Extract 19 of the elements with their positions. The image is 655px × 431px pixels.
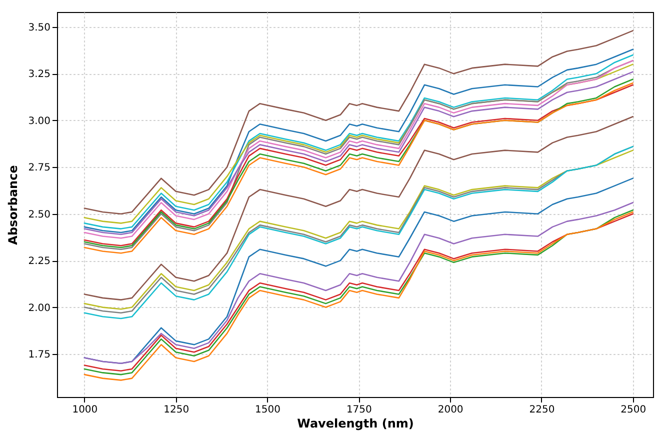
y-tick-label: 2.00	[28, 302, 50, 314]
y-tick-label: 3.25	[28, 69, 50, 80]
x-tick-label: 1000	[72, 404, 98, 416]
y-tick-label: 1.75	[28, 350, 50, 361]
y-axis-title: Absorbance	[6, 165, 20, 245]
y-tick-label: 3.00	[28, 116, 50, 127]
x-tick-label: 1250	[164, 404, 190, 416]
x-tick-label: 1500	[255, 404, 280, 416]
y-tick-label: 2.50	[28, 209, 50, 220]
x-tick-label: 2500	[620, 404, 646, 416]
x-tick-label: 2250	[529, 404, 555, 416]
x-axis-title: Wavelength (nm)	[297, 416, 414, 430]
line-series	[84, 116, 634, 300]
y-tick-label: 2.25	[28, 256, 50, 268]
x-tick-label: 1750	[346, 404, 372, 416]
x-tick-label: 2000	[438, 404, 464, 416]
y-tick-label: 2.75	[28, 162, 50, 174]
line-series	[84, 30, 634, 214]
y-tick-label: 3.50	[28, 22, 50, 34]
